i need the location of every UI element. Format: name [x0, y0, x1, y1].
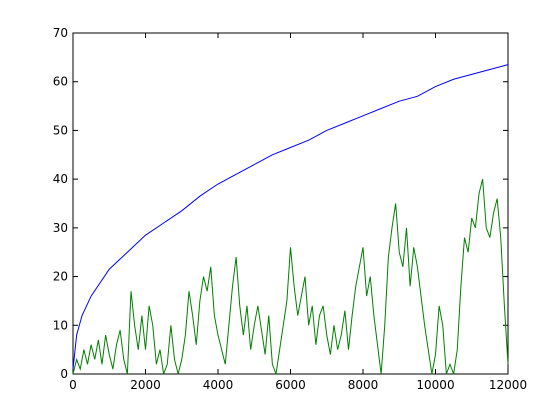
- x-tick-label: 6000: [275, 378, 306, 392]
- y-tick-label: 30: [53, 221, 68, 235]
- y-tick-label: 10: [53, 318, 68, 332]
- series-line: [72, 179, 509, 375]
- x-tick-label: 4000: [203, 378, 234, 392]
- y-tick-label: 50: [53, 123, 68, 137]
- x-tick-label: 12000: [489, 378, 527, 392]
- x-tick-label: 2000: [130, 378, 161, 392]
- y-tick-label: 0: [60, 367, 68, 381]
- y-tick-label: 60: [53, 75, 68, 89]
- x-tick-label: 10000: [416, 378, 454, 392]
- series-line: [72, 64, 509, 370]
- x-tick-label: 8000: [348, 378, 379, 392]
- y-tick-label: 20: [53, 270, 68, 284]
- y-tick-label: 70: [53, 26, 68, 40]
- y-tick-label: 40: [53, 172, 68, 186]
- plot-box: [72, 32, 509, 375]
- x-tick-label: 0: [69, 378, 77, 392]
